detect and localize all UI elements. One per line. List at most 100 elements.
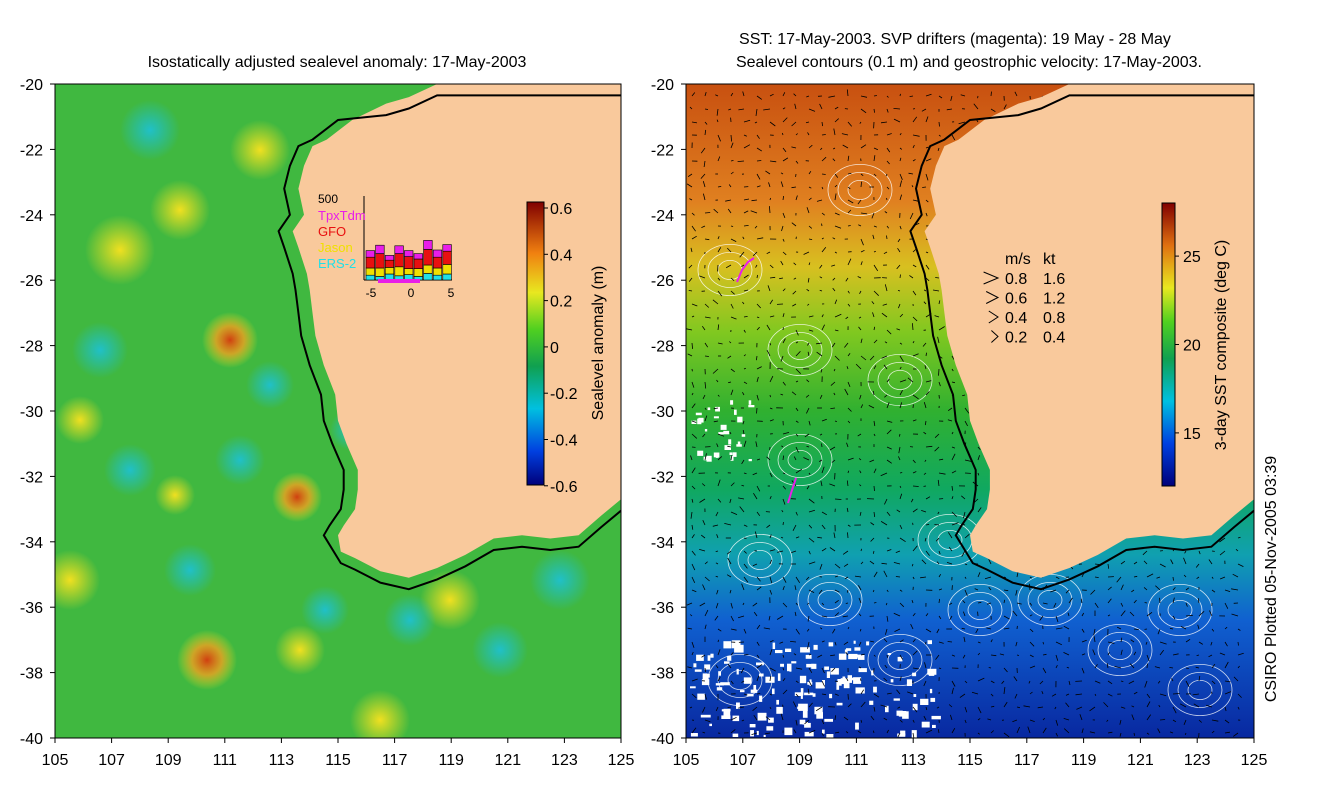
velocity-arrow xyxy=(803,251,810,255)
velocity-arrow xyxy=(1001,680,1005,684)
velocity-arrow xyxy=(806,95,810,98)
velocity-arrow xyxy=(869,459,875,463)
right-y-tick-label: -26 xyxy=(651,273,674,290)
velocity-arrow xyxy=(847,589,849,593)
cloud-gap xyxy=(707,407,711,411)
velocity-arrow xyxy=(976,119,979,123)
velocity-arrow xyxy=(872,589,875,593)
velocity-arrow xyxy=(1185,602,1188,607)
velocity-arrow xyxy=(804,433,810,438)
contour-line xyxy=(797,574,863,627)
velocity-arrow xyxy=(922,342,927,347)
velocity-arrow xyxy=(1012,719,1018,723)
velocity-arrow xyxy=(832,277,836,281)
cloud-gap xyxy=(723,430,730,435)
velocity-arrow xyxy=(880,121,888,124)
velocity-arrow xyxy=(1197,598,1200,604)
velocity-arrow xyxy=(1120,584,1124,591)
velocity-arrow xyxy=(1075,693,1083,696)
velocity-arrow xyxy=(973,103,979,110)
velocity-arrow xyxy=(1029,719,1035,722)
cloud-gap xyxy=(791,661,797,664)
cloud-gap xyxy=(912,703,918,711)
velocity-arrow xyxy=(962,600,966,604)
velocity-arrow xyxy=(1219,550,1226,556)
velocity-arrow xyxy=(808,589,815,593)
velocity-arrow xyxy=(756,160,762,162)
right-x-tick-label: 119 xyxy=(1071,752,1097,769)
velocity-arrow xyxy=(899,537,906,543)
velocity-arrow xyxy=(1120,610,1126,617)
velocity-arrow xyxy=(1029,628,1034,633)
cloud-gap xyxy=(853,677,862,684)
velocity-arrow xyxy=(769,407,773,410)
velocity-arrow xyxy=(1016,726,1020,734)
velocity-arrow xyxy=(832,158,836,162)
velocity-arrow xyxy=(829,547,836,552)
velocity-arrow xyxy=(860,548,862,552)
velocity-arrow xyxy=(743,693,748,696)
velocity-arrow xyxy=(1039,680,1044,685)
velocity-arrow xyxy=(1090,589,1096,595)
velocity-arrow xyxy=(821,418,827,422)
velocity-arrow xyxy=(950,95,953,102)
velocity-arrow xyxy=(938,95,943,99)
velocity-arrow xyxy=(769,706,772,710)
sla-colorbar-tick-label: 0.6 xyxy=(550,201,572,218)
velocity-arrow xyxy=(1211,680,1216,685)
velocity-arrow xyxy=(782,485,787,490)
velocity-arrow xyxy=(899,93,901,97)
velocity-arrow xyxy=(988,559,992,565)
velocity-arrow xyxy=(795,719,798,726)
velocity-arrow xyxy=(795,680,799,684)
velocity-arrow xyxy=(873,95,877,97)
right-x-tick-label: 115 xyxy=(957,752,983,769)
velocity-arrow xyxy=(886,186,890,190)
velocity-arrow xyxy=(846,366,849,370)
velocity-arrow xyxy=(1081,667,1085,674)
cloud-gap xyxy=(800,688,804,696)
cloud-gap xyxy=(794,692,803,696)
velocity-arrow xyxy=(1157,628,1161,635)
inset-bar-segment xyxy=(375,267,385,277)
velocity-arrow xyxy=(1211,730,1215,734)
velocity-arrow xyxy=(1092,649,1096,656)
velocity-arrow xyxy=(1158,704,1161,708)
velocity-arrow xyxy=(717,649,721,656)
velocity-arrow xyxy=(769,534,772,539)
velocity-arrow xyxy=(808,329,814,332)
velocity-arrow xyxy=(847,626,850,630)
velocity-arrow xyxy=(1016,602,1022,605)
velocity-arrow xyxy=(859,484,862,487)
velocity-arrow xyxy=(859,470,862,474)
velocity-arrow xyxy=(728,108,732,111)
velocity-arrow xyxy=(1042,602,1048,605)
velocity-arrow xyxy=(756,654,760,659)
velocity-arrow xyxy=(898,446,901,454)
velocity-arrow xyxy=(743,274,749,279)
velocity-arrow xyxy=(1029,614,1033,617)
velocity-arrow xyxy=(987,718,992,721)
velocity-arrow xyxy=(717,247,722,253)
velocity-legend-ms: 0.2 xyxy=(1005,330,1027,347)
velocity-arrow xyxy=(691,524,694,530)
velocity-legend-ms: 0.4 xyxy=(1005,310,1027,327)
velocity-arrow xyxy=(704,316,711,319)
velocity-arrow xyxy=(1029,665,1036,669)
velocity-arrow xyxy=(795,468,803,474)
velocity-arrow xyxy=(872,550,875,554)
velocity-arrow xyxy=(1107,586,1112,591)
velocity-arrow xyxy=(912,650,918,656)
velocity-arrow xyxy=(704,381,707,389)
velocity-arrow xyxy=(756,366,762,370)
cloud-gap xyxy=(713,416,719,419)
velocity-arrow xyxy=(1055,627,1063,630)
velocity-arrow xyxy=(780,260,784,266)
velocity-arrow xyxy=(873,108,875,113)
velocity-arrow xyxy=(834,731,840,734)
right-plot-area xyxy=(686,84,1254,738)
velocity-arrow xyxy=(871,301,875,305)
sla-blob xyxy=(104,444,156,496)
contour-line xyxy=(827,163,893,216)
velocity-arrow xyxy=(899,180,902,188)
